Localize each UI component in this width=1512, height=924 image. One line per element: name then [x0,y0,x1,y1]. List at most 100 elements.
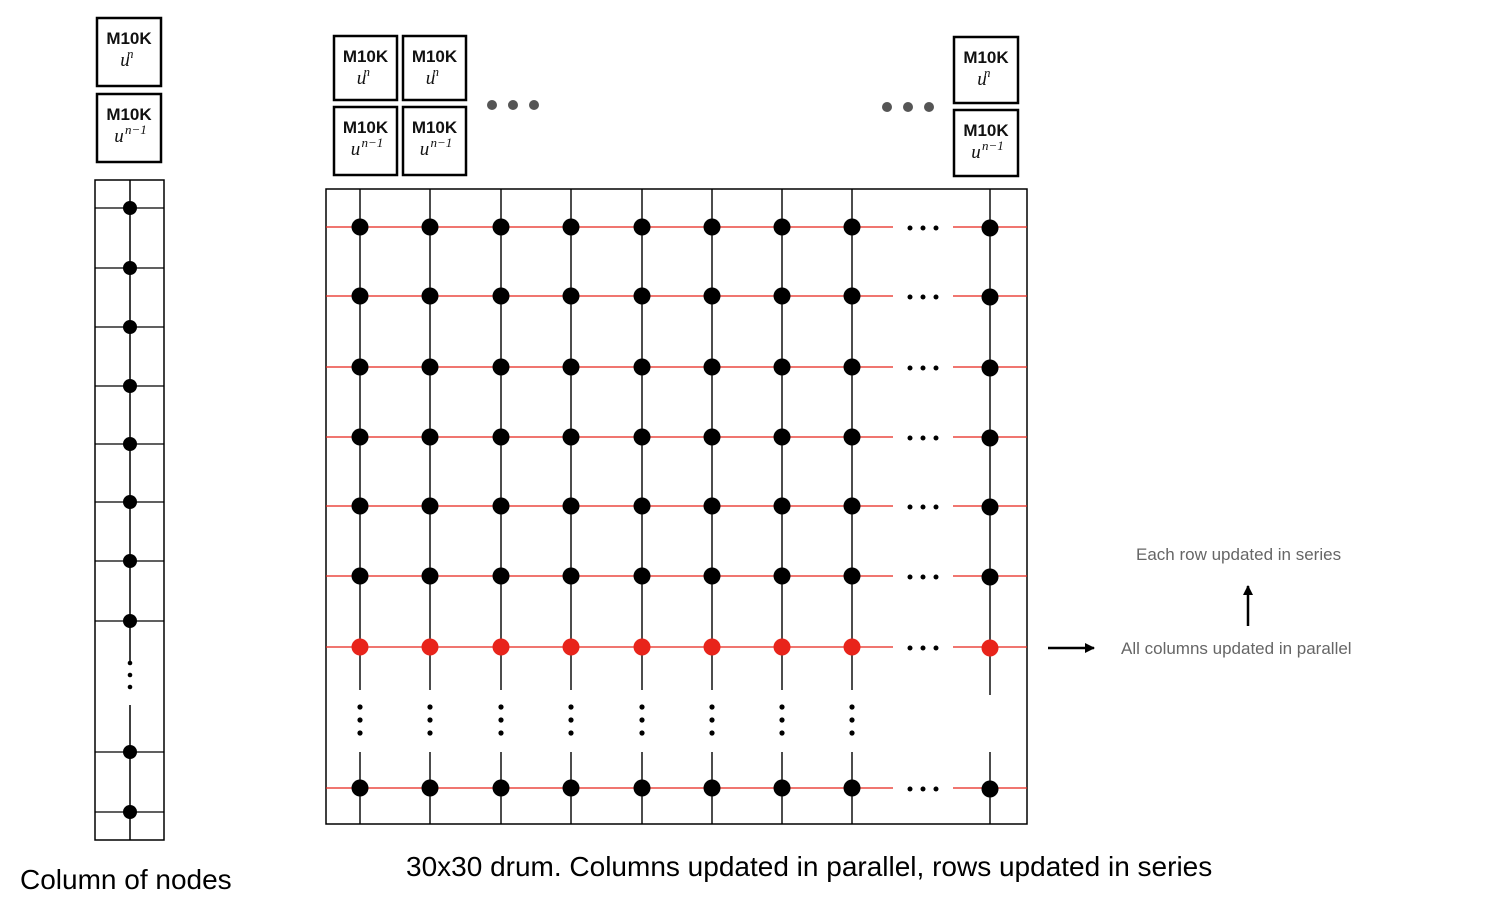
memory-superscript: n [984,65,991,80]
memory-block: M10K un [952,35,1020,105]
node [492,567,510,585]
column-caption: Column of nodes [20,864,232,895]
ellipsis-dot [568,730,574,736]
node [843,428,861,446]
column-node [123,495,137,509]
column-node [123,554,137,568]
memory-label: M10K [106,29,152,48]
ellipsis-dot [127,660,133,666]
ellipsis-dot [357,704,363,710]
ellipsis-dot [568,704,574,710]
node [773,358,791,376]
ellipsis-dot [907,294,913,300]
ellipsis-dot [529,100,539,110]
ellipsis-dot [709,717,715,723]
node [562,567,580,585]
node [421,567,439,585]
memory-block: M10K un [401,34,468,102]
memory-block-frame [332,34,399,102]
node [843,218,861,236]
column-node [123,379,137,393]
memory-block: M10K u n−1 [332,105,399,177]
node [351,567,369,585]
ellipsis-dot [427,704,433,710]
node [843,358,861,376]
node [633,218,651,236]
memory-superscript: n−1 [982,138,1004,153]
node [633,428,651,446]
node [562,287,580,305]
ellipsis-dot [357,730,363,736]
node [981,219,999,237]
node [351,218,369,236]
memory-block: M10K u n−1 [401,105,468,177]
memory-block-frame [952,108,1020,178]
ellipsis-dot [639,704,645,710]
node [492,287,510,305]
node [773,497,791,515]
active-node [843,638,861,656]
node [843,287,861,305]
memory-label: M10K [963,48,1009,67]
ellipsis-dot [427,717,433,723]
memory-symbol: u [420,139,430,160]
node [633,358,651,376]
grid-caption: 30x30 drum. Columns updated in parallel,… [406,851,1212,882]
node [562,428,580,446]
node [703,287,721,305]
rows-series-note: Each row updated in series [1136,545,1341,564]
node [773,287,791,305]
node [351,779,369,797]
memory-block: M10K u n−1 [952,108,1020,178]
ellipsis-dot [498,717,504,723]
node [703,428,721,446]
ellipsis-dot [920,435,926,441]
node [981,288,999,306]
node [773,218,791,236]
node [562,358,580,376]
memory-superscript: n−1 [431,135,453,150]
ellipsis-dot [487,100,497,110]
node [981,429,999,447]
ellipsis-dot [639,730,645,736]
ellipsis-dot [882,102,892,112]
memory-label: M10K [963,121,1009,140]
memory-superscript: n−1 [125,122,147,137]
node [843,779,861,797]
column-node [123,745,137,759]
ellipsis-dot [907,645,913,651]
node [351,358,369,376]
node [773,567,791,585]
ellipsis-dot [849,730,855,736]
ellipsis-dot [907,786,913,792]
memory-label: M10K [412,118,458,137]
ellipsis-dot [779,704,785,710]
memory-label: M10K [343,47,389,66]
ellipsis-dot [498,704,504,710]
memory-block-frame [952,35,1020,105]
node [703,779,721,797]
node [351,428,369,446]
node [351,497,369,515]
ellipsis-dot [779,730,785,736]
ellipsis-dot [639,717,645,723]
node [703,218,721,236]
node [492,218,510,236]
drum-grid [325,188,1028,825]
column-node [123,201,137,215]
memory-label: M10K [343,118,389,137]
columns-parallel-note: All columns updated in parallel [1121,639,1352,658]
node [421,779,439,797]
ellipsis-dot [933,645,939,651]
memory-block: M10K un [95,16,163,88]
node [703,567,721,585]
ellipsis-dot [568,717,574,723]
memory-block-frame [95,16,163,88]
node [981,498,999,516]
node [492,428,510,446]
ellipsis-dot [907,225,913,231]
ellipsis-dot [933,225,939,231]
ellipsis-dot [920,365,926,371]
